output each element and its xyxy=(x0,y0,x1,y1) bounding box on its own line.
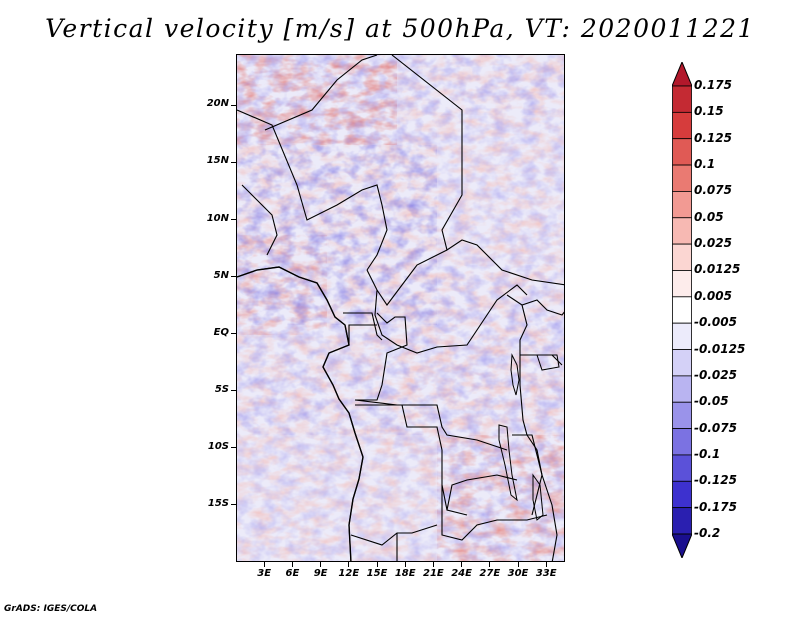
colorbar-label: 0.025 xyxy=(694,236,732,251)
colorbar-label: 0.1 xyxy=(694,157,716,172)
colorbar-label: -0.125 xyxy=(694,473,737,488)
x-tick-mark xyxy=(376,562,378,567)
x-tick-mark xyxy=(432,562,434,567)
colorbar-box xyxy=(672,191,692,219)
y-tick-mark xyxy=(231,276,236,278)
colorbar-box xyxy=(672,164,692,192)
coastline xyxy=(237,266,364,561)
y-tick-label: EQ xyxy=(213,326,229,338)
y-tick-mark xyxy=(231,219,236,221)
colorbar-box xyxy=(672,111,692,140)
x-tick-mark xyxy=(517,562,519,567)
colorbar-label: 0.175 xyxy=(694,78,732,92)
colorbar-label: 0.005 xyxy=(694,288,732,303)
colorbar-label: 0.075 xyxy=(694,183,732,198)
colorbar-box xyxy=(672,375,692,403)
colorbar-box xyxy=(672,322,692,350)
colorbar-box xyxy=(672,401,692,429)
y-tick-mark xyxy=(231,161,236,163)
y-tick-label: 15S xyxy=(207,497,229,509)
colorbar-label: 0.05 xyxy=(694,209,724,224)
colorbar-label: -0.075 xyxy=(694,420,737,435)
y-tick-label: 5S xyxy=(214,383,229,395)
x-tick-mark xyxy=(489,562,491,567)
colorbar-box xyxy=(672,296,692,324)
colorbar-label: 0.0125 xyxy=(694,262,741,277)
x-tick-mark xyxy=(320,562,322,567)
y-tick-mark xyxy=(231,504,236,506)
x-tick-label: 15E xyxy=(366,568,388,579)
x-tick-label: 12E xyxy=(338,568,360,579)
grads-credit: GrADS: IGES/COLA xyxy=(4,604,98,614)
colorbar-label: -0.05 xyxy=(694,394,729,409)
colorbar-label: -0.005 xyxy=(694,315,737,330)
x-tick-label: 6E xyxy=(285,568,300,579)
y-tick-mark xyxy=(231,104,236,106)
x-tick-mark xyxy=(291,562,293,567)
colorbar-box xyxy=(672,480,692,509)
y-tick-label: 10S xyxy=(207,440,229,452)
lakes xyxy=(498,353,560,521)
x-tick-label: 18E xyxy=(394,568,416,579)
colorbar-box xyxy=(672,507,692,535)
colorbar-label: -0.175 xyxy=(694,499,737,514)
y-tick-label: 5N xyxy=(213,269,229,281)
y-tick-mark xyxy=(231,333,236,335)
colorbar-box xyxy=(672,243,692,271)
colorbar-label: 0.15 xyxy=(694,104,724,119)
colorbar-box xyxy=(672,270,692,298)
x-tick-label: 30E xyxy=(507,568,529,579)
colorbar xyxy=(672,62,692,558)
x-tick-label: 3E xyxy=(257,568,272,579)
x-tick-mark xyxy=(263,562,265,567)
y-tick-label: 10N xyxy=(206,212,229,224)
y-tick-mark xyxy=(231,390,236,392)
colorbar-box xyxy=(672,428,692,456)
y-tick-label: 20N xyxy=(206,98,229,110)
colorbar-label: -0.1 xyxy=(694,446,721,461)
colorbar-label: 0.125 xyxy=(694,130,732,145)
colorbar-label: -0.2 xyxy=(694,526,721,540)
x-tick-mark xyxy=(545,562,547,567)
colorbar-box xyxy=(672,85,692,113)
velocity-field xyxy=(237,55,564,561)
x-tick-label: 33E xyxy=(535,568,557,579)
y-tick-mark xyxy=(231,447,236,449)
colorbar-bottom-triangle xyxy=(672,533,692,558)
x-tick-mark xyxy=(461,562,463,567)
x-tick-mark xyxy=(348,562,350,567)
downward-motion-field xyxy=(237,55,564,561)
x-tick-label: 27E xyxy=(479,568,501,579)
colorbar-label: -0.025 xyxy=(694,367,737,382)
x-tick-label: 24E xyxy=(451,568,472,579)
colorbar-box xyxy=(672,349,692,377)
colorbar-box xyxy=(672,454,692,482)
x-tick-mark xyxy=(404,562,406,567)
colorbar-box xyxy=(672,217,692,245)
x-tick-label: 21E xyxy=(423,568,444,579)
y-tick-label: 15N xyxy=(206,155,229,167)
colorbar-box xyxy=(672,138,692,166)
colorbar-label: -0.0125 xyxy=(694,341,746,356)
x-tick-label: 9E xyxy=(313,568,328,579)
map-title: Vertical velocity [m/s] at 500hPa, VT: 2… xyxy=(45,14,755,43)
colorbar-top-triangle xyxy=(672,62,692,87)
velocity-map xyxy=(236,54,565,562)
